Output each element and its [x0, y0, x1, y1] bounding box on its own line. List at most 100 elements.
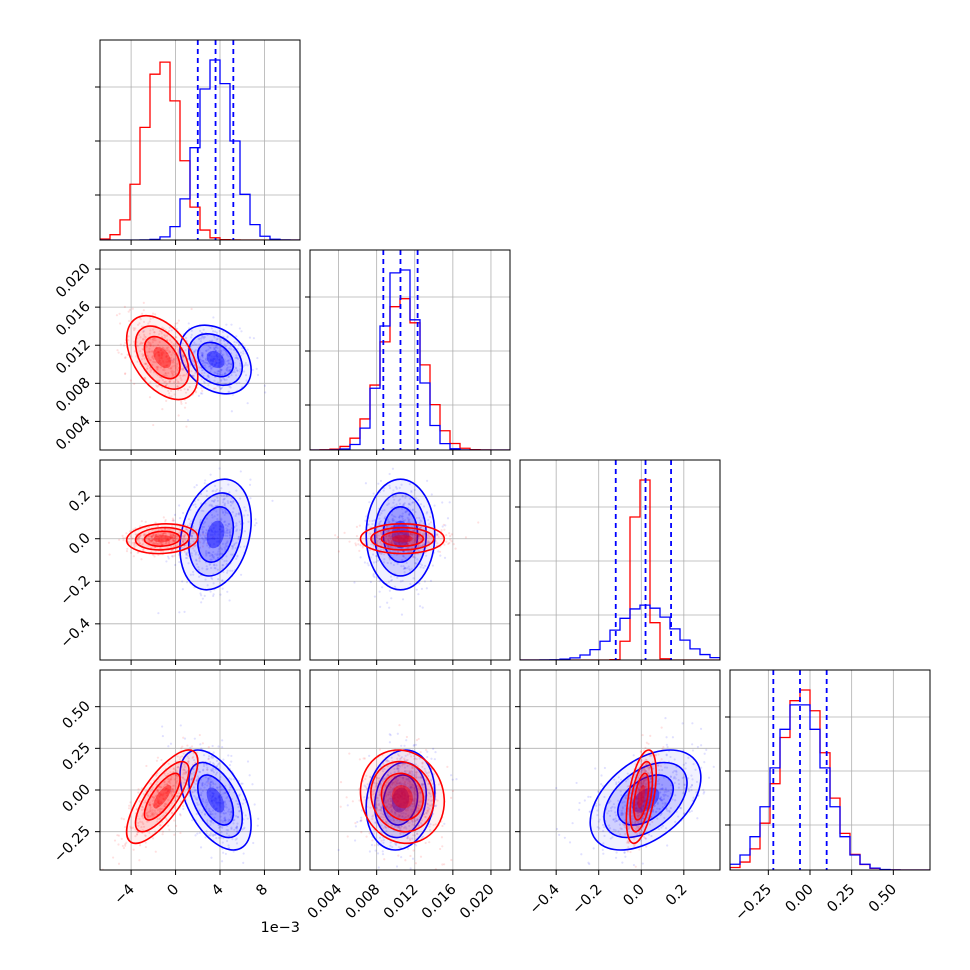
sample-point	[399, 794, 402, 797]
sample-point	[598, 818, 601, 821]
sample-point	[414, 538, 417, 541]
sample-point	[421, 819, 424, 822]
sample-point	[201, 354, 204, 357]
sample-point	[136, 833, 139, 836]
sample-point	[147, 526, 151, 529]
sample-point	[394, 535, 397, 538]
sample-point	[158, 791, 161, 794]
sample-point	[212, 555, 215, 558]
sample-point	[152, 553, 155, 557]
sample-point	[409, 771, 412, 774]
sample-point	[158, 361, 161, 364]
sample-point	[170, 341, 173, 344]
sample-point	[378, 538, 382, 541]
sample-point	[370, 543, 373, 546]
density-contour-series-1	[153, 785, 172, 809]
sample-point	[403, 826, 406, 829]
sample-point	[418, 582, 421, 585]
sample-point	[403, 816, 406, 819]
sample-point	[220, 350, 223, 353]
sample-point	[116, 349, 119, 352]
sample-point	[183, 550, 187, 553]
sample-point	[215, 759, 219, 763]
sample-point	[387, 546, 390, 549]
sample-point	[145, 813, 148, 816]
sample-point	[210, 368, 213, 371]
sample-point	[403, 533, 406, 536]
sample-point	[200, 492, 203, 496]
sample-point	[407, 806, 410, 809]
sample-point	[409, 533, 412, 536]
sample-point	[663, 804, 667, 807]
sample-point	[124, 356, 127, 360]
sample-point	[189, 542, 192, 545]
sample-point	[224, 542, 227, 545]
sample-point	[167, 360, 170, 363]
sample-point	[212, 763, 216, 766]
sample-point	[420, 587, 424, 590]
sample-point	[181, 511, 185, 515]
sample-point	[153, 804, 156, 807]
sample-point	[602, 829, 605, 832]
sample-point	[397, 767, 400, 771]
sample-point	[358, 524, 361, 527]
sample-point	[380, 812, 383, 815]
sample-point	[212, 387, 216, 390]
sample-point	[152, 804, 155, 807]
sample-point	[206, 537, 209, 541]
sample-point	[186, 545, 189, 548]
sample-point	[406, 821, 409, 824]
sample-point	[212, 792, 215, 795]
sample-point	[160, 351, 163, 354]
sample-point	[168, 542, 171, 545]
sample-point	[412, 754, 416, 758]
sample-point	[163, 804, 166, 807]
sample-point	[211, 357, 214, 360]
sample-point	[454, 547, 457, 550]
sample-point	[365, 835, 368, 838]
sample-point	[229, 386, 232, 389]
sample-point	[220, 525, 223, 529]
sample-point	[387, 529, 390, 532]
sample-point	[408, 535, 411, 538]
sample-point	[214, 788, 217, 792]
sample-point	[127, 335, 130, 338]
sample-point	[621, 813, 624, 817]
sample-point	[219, 519, 222, 523]
sample-point	[201, 525, 204, 529]
sample-point	[193, 351, 196, 354]
sample-point	[144, 841, 147, 844]
sample-point	[380, 806, 383, 809]
sample-point	[154, 533, 158, 536]
sample-point	[436, 799, 439, 802]
sample-point	[218, 467, 221, 470]
sample-point	[157, 539, 161, 542]
sample-point	[425, 811, 428, 814]
sample-point	[173, 381, 176, 384]
sample-point	[235, 512, 238, 516]
sample-point	[419, 538, 423, 541]
sample-point	[446, 517, 450, 520]
sample-point	[378, 580, 381, 583]
sample-point	[166, 790, 169, 793]
sample-point	[389, 537, 393, 540]
sample-point	[201, 353, 204, 356]
sample-point	[384, 515, 387, 518]
sample-point	[393, 794, 396, 797]
sample-point	[161, 833, 164, 836]
sample-point	[377, 799, 380, 802]
sample-point	[368, 850, 371, 853]
sample-point	[218, 801, 222, 804]
sample-point	[132, 327, 135, 330]
sample-point	[186, 388, 190, 391]
sample-point	[221, 542, 225, 545]
sample-point	[654, 810, 657, 813]
sample-point	[148, 344, 152, 347]
sample-point	[393, 519, 396, 522]
sample-point	[242, 861, 245, 864]
sample-point	[415, 758, 418, 761]
sample-point	[363, 757, 366, 760]
sample-point	[206, 539, 209, 542]
sample-point	[404, 825, 407, 828]
sample-point	[387, 544, 390, 547]
